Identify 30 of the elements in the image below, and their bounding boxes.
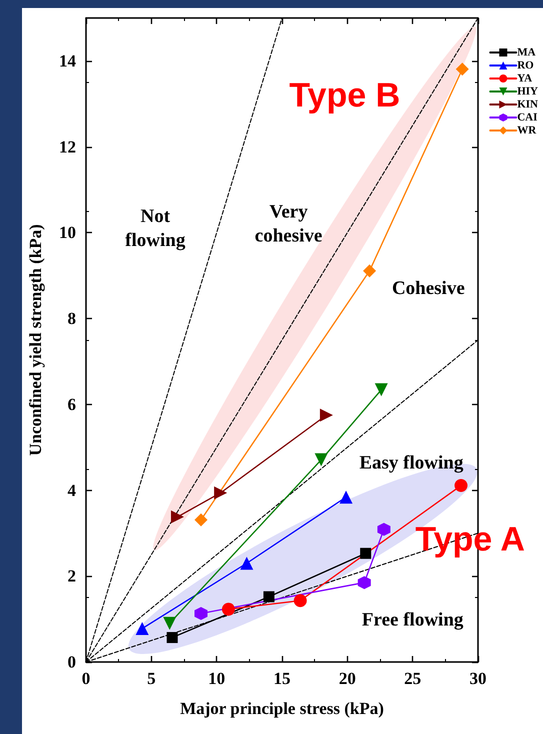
legend-label: YA: [517, 72, 532, 84]
legend-label: MA: [517, 46, 536, 58]
x-tick-label: 25: [404, 669, 422, 688]
x-axis-title: Major principle stress (kPa): [180, 699, 384, 718]
annotation: Very cohesive: [254, 202, 322, 247]
annotation: Not flowing: [125, 206, 186, 251]
y-tick-label: 8: [68, 309, 76, 328]
x-tick-label: 0: [82, 669, 90, 688]
y-tick-label: 2: [68, 566, 76, 586]
legend-label: WR: [517, 124, 538, 136]
y-tick-label: 14: [59, 51, 76, 70]
x-tick-label: 10: [208, 669, 226, 688]
y-tick-label: 12: [59, 137, 76, 156]
x-tick-label: 15: [274, 669, 290, 688]
legend-label: CAI: [517, 112, 538, 124]
annotation: Easy flowing: [359, 452, 464, 474]
y-axis-title: Unconfined yield strength (kPa): [26, 224, 45, 456]
annotation: Type B: [289, 76, 400, 114]
x-tick-label: 5: [147, 669, 156, 688]
legend-label: KIN: [517, 98, 538, 110]
annotation: Cohesive: [392, 278, 465, 299]
y-tick-label: 0: [68, 652, 76, 672]
y-tick-label: 10: [59, 223, 76, 242]
legend-label: HIY: [517, 86, 538, 98]
y-tick-label: 6: [68, 394, 76, 414]
x-tick-label: 30: [470, 669, 486, 688]
x-tick-label: 20: [338, 669, 356, 688]
y-tick-label: 4: [68, 480, 76, 500]
annotation: Free flowing: [362, 609, 464, 630]
legend-label: RO: [517, 60, 534, 72]
